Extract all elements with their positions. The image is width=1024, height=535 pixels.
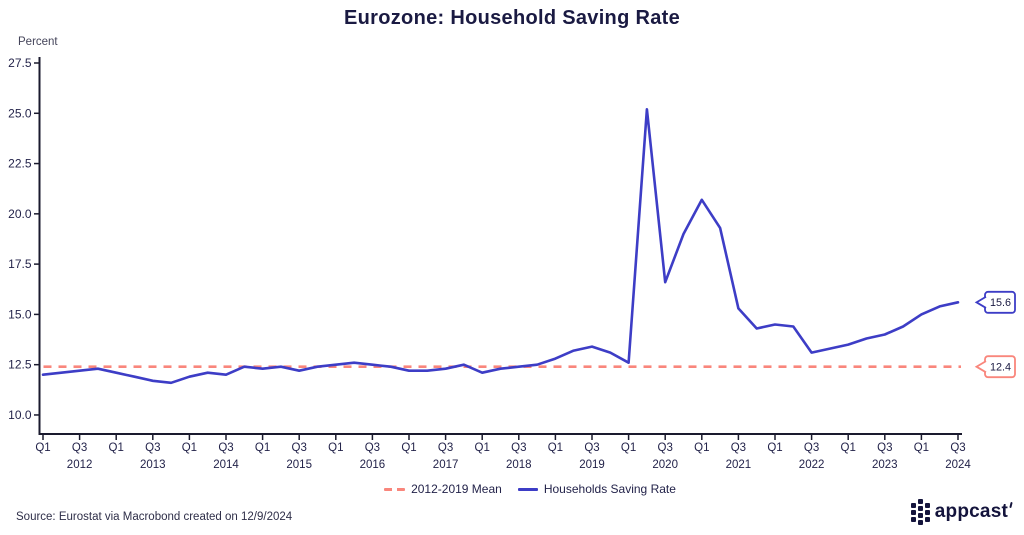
- x-tick-label: Q3: [365, 442, 380, 454]
- x-tick-label: Q1: [35, 442, 50, 454]
- y-tick-label: 12.5: [8, 358, 32, 372]
- page-title: Eurozone: Household Saving Rate: [344, 7, 680, 29]
- x-tick-label: Q1: [328, 442, 343, 454]
- x-tick-label: Q1: [621, 442, 636, 454]
- x-tick-label: Q1: [548, 442, 563, 454]
- x-tick-label: Q3: [877, 442, 892, 454]
- legend: 2012-2019 Mean Households Saving Rate: [18, 482, 1024, 496]
- year-label: 2013: [140, 459, 166, 471]
- x-tick-label: Q3: [731, 442, 746, 454]
- legend-item-series: Households Saving Rate: [517, 482, 676, 496]
- year-label: 2014: [213, 459, 239, 471]
- x-tick-label: Q1: [475, 442, 490, 454]
- x-tick-label: Q3: [584, 442, 599, 454]
- x-tick-label: Q1: [841, 442, 856, 454]
- legend-item-mean: 2012-2019 Mean: [384, 482, 502, 496]
- x-tick-label: Q3: [658, 442, 673, 454]
- x-tick-label: Q3: [292, 442, 307, 454]
- legend-label-series: Households Saving Rate: [543, 482, 676, 496]
- year-label: 2012: [67, 459, 93, 471]
- callout-arrow-icon: [974, 295, 987, 309]
- callout-value: 15.6: [990, 297, 1011, 309]
- year-label: 2018: [506, 459, 532, 471]
- y-tick-label: 27.5: [8, 56, 32, 70]
- year-label: 2021: [726, 459, 752, 471]
- logo-col-mid: [917, 499, 923, 525]
- x-tick-label: Q1: [694, 442, 709, 454]
- x-tick-label: Q1: [401, 442, 416, 454]
- callout-arrow-icon: [974, 360, 987, 374]
- x-tick-label: Q1: [109, 442, 124, 454]
- year-label: 2016: [360, 459, 386, 471]
- x-tick-label: Q1: [914, 442, 929, 454]
- y-tick-label: 17.5: [8, 257, 32, 271]
- series-line: [41, 108, 960, 385]
- year-label: 2022: [799, 459, 825, 471]
- x-tick-label: Q3: [438, 442, 453, 454]
- year-label: 2015: [286, 459, 312, 471]
- y-axis-unit-label: Percent: [18, 36, 58, 48]
- year-label: 2019: [579, 459, 605, 471]
- year-label: 2023: [872, 459, 898, 471]
- year-label: 2024: [945, 459, 971, 471]
- y-tick-label: 10.0: [8, 408, 32, 422]
- x-tick-label: Q1: [767, 442, 782, 454]
- y-tick-label: 20.0: [8, 207, 32, 221]
- y-tick-label: 22.5: [8, 157, 32, 171]
- appcast-grid-icon: [910, 499, 930, 525]
- callout-value: 12.4: [990, 361, 1011, 373]
- year-label: 2020: [652, 459, 678, 471]
- source-attribution: Source: Eurostat via Macrobond created o…: [16, 511, 293, 523]
- logo-col-right: [924, 499, 930, 522]
- logo-trademark-tick-icon: [1009, 501, 1013, 509]
- x-tick-label: Q3: [804, 442, 819, 454]
- x-tick-label: Q3: [145, 442, 160, 454]
- legend-label-mean: 2012-2019 Mean: [411, 482, 502, 496]
- year-label: 2017: [433, 459, 459, 471]
- x-tick-label: Q1: [255, 442, 270, 454]
- x-tick-label: Q3: [218, 442, 233, 454]
- logo-col-left: [910, 499, 916, 522]
- dashed-line-legend-icon: [384, 487, 406, 491]
- x-tick-label: Q3: [511, 442, 526, 454]
- chart-canvas: 27.5 25.0 22.5 20.0 17.5 15.0 12.5 10.0 Q1 Q3 Q1 Q3…: [8, 56, 1016, 471]
- x-tick-label: Q3: [950, 442, 965, 454]
- x-tick-label: Q3: [72, 442, 87, 454]
- y-tick-label: 25.0: [8, 106, 32, 120]
- y-tick-label: 15.0: [8, 307, 32, 321]
- appcast-logo-text: appcast: [935, 499, 1013, 525]
- x-tick-label: Q1: [182, 442, 197, 454]
- appcast-logo: appcast: [910, 499, 1013, 525]
- solid-line-legend-icon: [517, 487, 538, 491]
